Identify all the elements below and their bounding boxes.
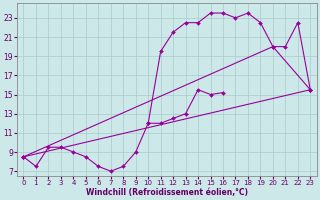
X-axis label: Windchill (Refroidissement éolien,°C): Windchill (Refroidissement éolien,°C): [86, 188, 248, 197]
